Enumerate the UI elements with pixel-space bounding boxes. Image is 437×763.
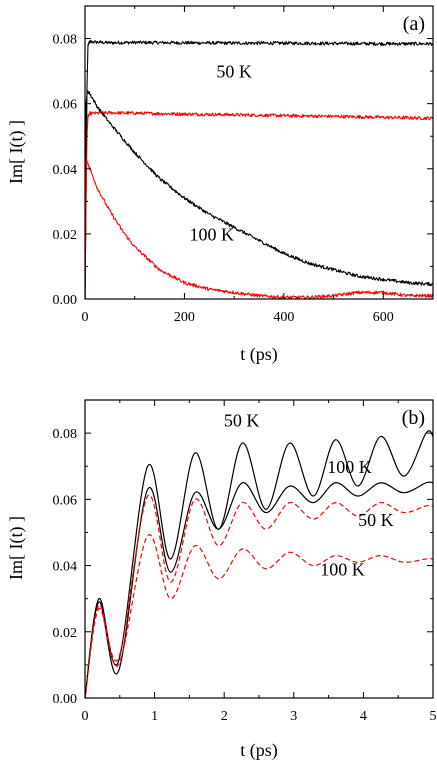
y-axis-title: Im[ I(t) ]: [6, 120, 27, 184]
x-tick-label: 1: [151, 709, 158, 724]
series-group: [85, 40, 433, 299]
y-tick-label: 0.06: [53, 493, 78, 508]
y-tick-label: 0.04: [53, 560, 78, 575]
series-line-1: [85, 40, 433, 299]
plot-frame: [84, 5, 434, 300]
series-line-4: [85, 158, 433, 299]
x-axis-title: t (ps): [240, 344, 278, 365]
series-line-2: [85, 110, 433, 299]
series-annotation: 100 K: [320, 559, 365, 579]
y-tick-label: 0.08: [53, 33, 78, 48]
series-annotation: 100 K: [327, 457, 372, 477]
panel-label: (b): [402, 407, 425, 429]
series-annotation: 50 K: [358, 510, 394, 530]
panel-label: (a): [403, 13, 425, 35]
y-tick-label: 0.02: [53, 626, 78, 641]
x-tick-label: 0: [82, 310, 89, 325]
series-annotation: 50 K: [224, 410, 260, 430]
y-tick-label: 0.00: [53, 293, 78, 308]
series-line-3: [85, 90, 433, 299]
chart-panel-a: 0 200 400 600 0.00 0.02 0.04 0.06 0.08 t (ps) Im[ …: [6, 5, 434, 365]
chart-panel-b: 0 1 2 3 4 5 0.00 0.02 0.04 0.06 0.08 t (ps) Im[ I(t)…: [6, 399, 437, 761]
x-tick-label: 5: [430, 709, 437, 724]
series-line-2: [85, 481, 433, 698]
x-tick-label: 2: [221, 709, 228, 724]
series-line-3: [85, 494, 433, 698]
series-annotation: 50 K: [216, 62, 252, 82]
x-tick-label: 600: [373, 310, 394, 325]
y-tick-label: 0.00: [53, 692, 78, 707]
y-axis-title: Im[ I(t) ]: [6, 516, 27, 580]
x-tick-label: 200: [174, 310, 195, 325]
x-tick-label: 3: [290, 709, 297, 724]
x-tick-label: 4: [360, 709, 367, 724]
y-tick-label: 0.06: [53, 98, 78, 113]
x-tick-label: 0: [82, 709, 89, 724]
series-line-4: [85, 534, 433, 698]
series-annotation: 100 K: [190, 224, 235, 244]
y-tick-label: 0.04: [53, 163, 78, 178]
y-tick-label: 0.08: [53, 427, 78, 442]
x-axis-title: t (ps): [240, 740, 278, 761]
x-tick-label: 400: [273, 310, 294, 325]
series-group: [85, 430, 433, 698]
y-tick-label: 0.02: [53, 228, 78, 243]
